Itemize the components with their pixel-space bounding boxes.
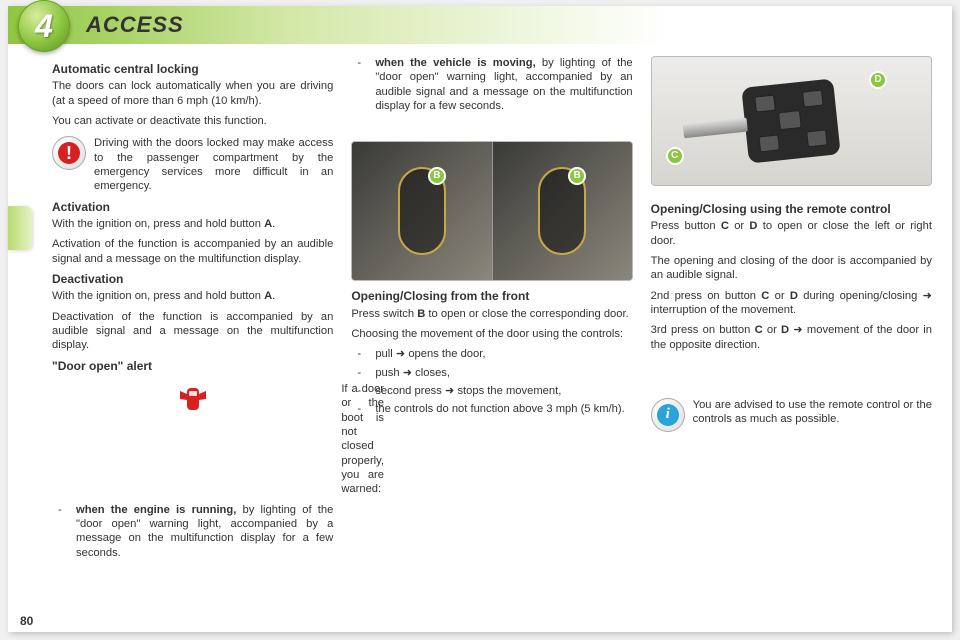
bold-letter: C xyxy=(755,324,763,336)
heading-open-close-remote: Opening/Closing using the remote control xyxy=(651,202,932,217)
para: The opening and closing of the door is a… xyxy=(651,254,932,283)
heading-open-close-front: Opening/Closing from the front xyxy=(351,289,632,304)
list-item: second press ➜ stops the movement, xyxy=(351,384,632,398)
bold-letter: A xyxy=(264,290,272,302)
key-button xyxy=(755,95,777,113)
para: With the ignition on, press and hold but… xyxy=(52,289,333,303)
text: . xyxy=(272,218,275,230)
switch-b-label: B xyxy=(568,167,586,185)
para: Press button C or D to open or close the… xyxy=(651,219,932,248)
switch-left: B xyxy=(352,142,491,280)
key-button xyxy=(802,90,824,108)
text: 3rd press on button xyxy=(651,324,755,336)
text: With the ignition on, press and hold but… xyxy=(52,218,264,230)
bullet-list: pull ➜ opens the door, push ➜ closes, se… xyxy=(351,347,632,416)
switch-right: B xyxy=(492,142,632,280)
page-number: 80 xyxy=(20,614,33,628)
column-3: C D Opening/Closing using the remote con… xyxy=(651,56,932,608)
exclamation-icon: ! xyxy=(52,136,86,170)
key-blade xyxy=(683,118,748,139)
warning-text: Driving with the doors locked may make a… xyxy=(94,136,333,193)
text: . xyxy=(272,290,275,302)
text: or xyxy=(763,324,781,336)
key-c-label: C xyxy=(666,147,684,165)
list-item: when the vehicle is moving, by lighting … xyxy=(351,56,632,113)
key-button xyxy=(759,134,781,152)
text: to open or close the corresponding door. xyxy=(425,308,628,320)
text: Press button xyxy=(651,220,721,232)
header-title: ACCESS xyxy=(86,12,184,38)
key-d-label: D xyxy=(869,71,887,89)
header-bar: 4 ACCESS xyxy=(8,6,952,44)
info-callout: i You are advised to use the remote cont… xyxy=(651,398,932,432)
info-icon: i xyxy=(651,398,685,432)
heading-deactivation: Deactivation xyxy=(52,272,333,287)
bullet-list: when the vehicle is moving, by lighting … xyxy=(351,56,632,113)
bold-letter: A xyxy=(264,218,272,230)
para: 3rd press on button C or D ➜ movement of… xyxy=(651,323,932,352)
list-item: push ➜ closes, xyxy=(351,366,632,380)
list-item: pull ➜ opens the door, xyxy=(351,347,632,361)
list-item: the controls do not function above 3 mph… xyxy=(351,402,632,416)
bold-letter: D xyxy=(749,220,757,232)
para: Press switch B to open or close the corr… xyxy=(351,307,632,321)
text: or xyxy=(729,220,749,232)
bold-text: when the engine is running, xyxy=(76,504,236,516)
bold-letter: D xyxy=(781,324,789,336)
key-photo: C D xyxy=(651,56,932,186)
chapter-badge: 4 xyxy=(18,0,70,52)
para: Deactivation of the function is accompan… xyxy=(52,310,333,353)
side-tab xyxy=(8,206,32,250)
bold-text: when the vehicle is moving, xyxy=(375,57,535,69)
text: or xyxy=(769,290,789,302)
text: 2nd press on button xyxy=(651,290,762,302)
switch-outline: B xyxy=(398,167,446,255)
switch-b-label: B xyxy=(428,167,446,185)
chapter-number: 4 xyxy=(35,8,53,45)
para: Activation of the function is accompanie… xyxy=(52,237,333,266)
para: 2nd press on button C or D during openin… xyxy=(651,289,932,318)
text: Press switch xyxy=(351,308,417,320)
key-fob xyxy=(742,78,841,163)
car-door-open-icon xyxy=(52,382,333,416)
bold-letter: D xyxy=(790,290,798,302)
heading-door-open-alert: "Door open" alert xyxy=(52,359,333,374)
heading-auto-lock: Automatic central locking xyxy=(52,62,333,77)
para: You can activate or deactivate this func… xyxy=(52,114,333,128)
bold-letter: C xyxy=(721,220,729,232)
content-area: Automatic central locking The doors can … xyxy=(52,56,932,608)
info-text: You are advised to use the remote contro… xyxy=(693,398,932,427)
bullet-list: when the engine is running, by lighting … xyxy=(52,503,333,560)
page: 4 ACCESS Automatic central locking The d… xyxy=(8,6,952,632)
key-button-center xyxy=(778,110,802,130)
switch-photo: B B xyxy=(351,141,632,281)
column-1: Automatic central locking The doors can … xyxy=(52,56,333,608)
warning-callout: ! Driving with the doors locked may make… xyxy=(52,136,333,193)
key-button xyxy=(806,129,828,147)
text: With the ignition on, press and hold but… xyxy=(52,290,264,302)
para: With the ignition on, press and hold but… xyxy=(52,217,333,231)
column-2: when the vehicle is moving, by lighting … xyxy=(351,56,632,608)
door-open-callout: If a door or the boot is not closed prop… xyxy=(52,382,333,497)
list-item: when the engine is running, by lighting … xyxy=(52,503,333,560)
heading-activation: Activation xyxy=(52,200,333,215)
para: The doors can lock automatically when yo… xyxy=(52,79,333,108)
para: Choosing the movement of the door using … xyxy=(351,327,632,341)
switch-outline: B xyxy=(538,167,586,255)
